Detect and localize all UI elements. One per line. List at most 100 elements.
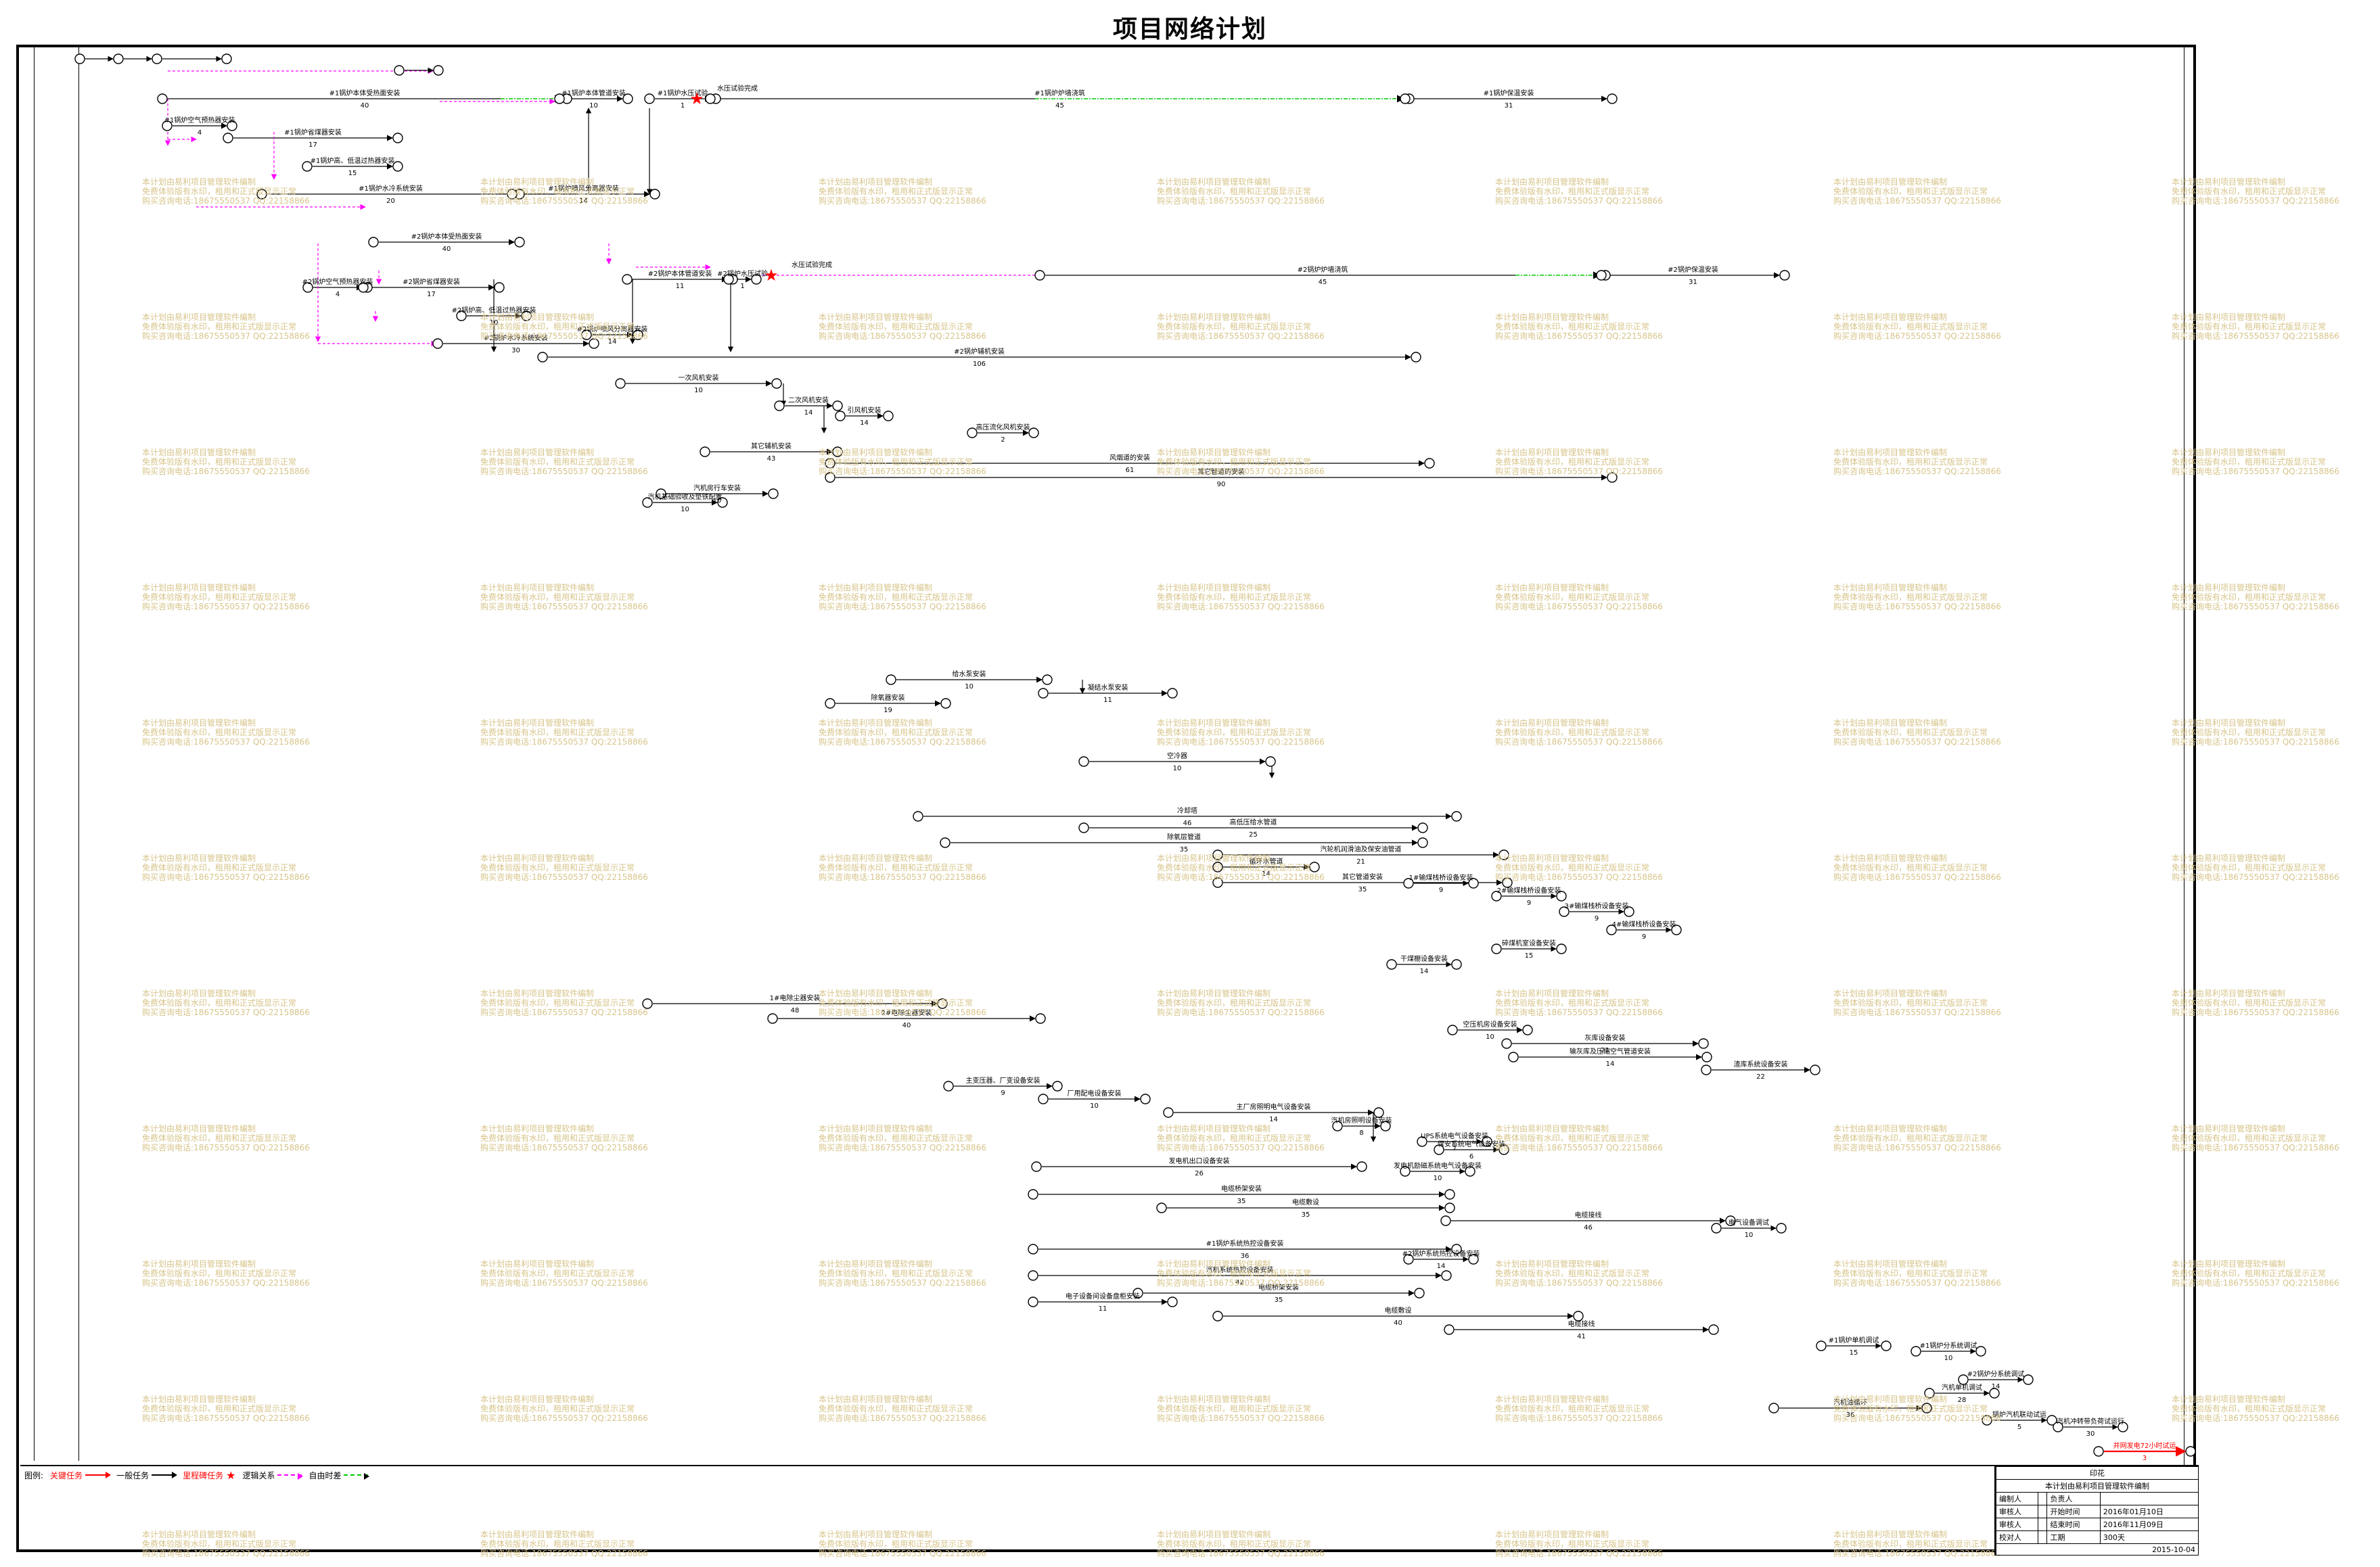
star-icon: ★ [764,266,779,285]
task-label: 电缆桥架安装 [1221,1184,1262,1193]
event-node [162,120,173,131]
task-label: 干煤棚设备安装 [1400,954,1448,963]
legend-logic-line [277,1473,304,1480]
event-node [1414,1288,1425,1299]
event-node [1556,891,1567,902]
legend-critical-label: 关键任务 [50,1470,83,1480]
event-node [1606,925,1617,935]
task-label: #1锅炉炉墙浇筑 [1034,89,1085,97]
event-node [221,53,232,64]
task-label: #1锅炉系统热控设备安装 [1206,1239,1284,1248]
task-label: #1锅炉单机调试 [1829,1336,1879,1344]
event-node [1607,472,1618,483]
event-node [1701,1052,1712,1062]
event-node [521,310,532,321]
task-label: 锅炉汽机联动试运 [1992,1410,2046,1419]
task-label: 电缆敷设 [1292,1198,1319,1207]
event-node [1444,1189,1455,1200]
task-label: 3#输煤栈桥设备安装 [1565,902,1629,910]
task-duration: 2 [1001,436,1005,444]
task-duration: 35 [1302,1211,1310,1219]
event-node [767,1013,778,1024]
event-node [1491,943,1502,954]
info-key: 工期 [2046,1530,2101,1544]
task-label: 高低压给水管道 [1230,818,1277,826]
task-duration: 40 [902,1022,911,1029]
task-label: 2#输煤栈桥设备安装 [1497,886,1561,895]
task-duration: 42 [1235,1279,1244,1286]
info-value: 2016年01月10日 [2099,1505,2199,1518]
event-node [1078,756,1089,767]
info-key: 编制人 [1995,1492,2039,1505]
task-duration: 10 [490,319,499,327]
task-label: #1锅炉喷风分离器安装 [548,184,619,193]
frame-divider-left [34,47,35,1461]
event-node [825,458,836,469]
event-node [1212,849,1223,860]
event-node [514,237,525,248]
task-label: #2锅炉水冷系统安装 [484,333,548,342]
task-label: UPS系统电气设备安装 [1421,1131,1488,1140]
task-duration: 10 [1745,1232,1754,1239]
event-node [1444,1324,1455,1335]
task-duration: 11 [676,283,685,290]
task-duration: 9 [1642,933,1646,941]
task-duration: 28 [1958,1397,1967,1404]
task-duration: 4 [198,129,202,137]
legend-logic: 逻辑关系 [242,1470,304,1481]
event-node [1028,1296,1038,1307]
event-node [1725,1215,1736,1226]
event-node [1556,943,1567,954]
event-node [913,811,923,822]
event-node [1451,811,1462,822]
event-node [1309,862,1320,872]
event-node [1444,1202,1455,1213]
event-node [825,698,836,709]
event-node [157,93,168,104]
event-node [1708,1324,1719,1335]
task-label: 循环水管道 [1250,857,1283,866]
task-duration: 35 [1358,886,1367,893]
task-duration: 9 [1001,1090,1005,1097]
legend-label: 图例: [24,1470,44,1480]
task-duration: 61 [1126,467,1135,474]
task-label: #1锅炉分系统调试 [1920,1341,1977,1350]
event-node [642,998,653,1009]
event-node [883,411,894,421]
star-icon: ★ [689,89,704,108]
event-node [2023,1374,2034,1385]
task-label: #1锅炉空气预热器安装 [164,116,235,124]
event-node [1508,1052,1519,1062]
event-node [1502,877,1513,888]
event-node [1440,1215,1451,1226]
event-node [642,497,653,508]
event-node [589,338,599,349]
event-node [940,837,951,848]
event-node [1400,93,1411,104]
event-node [1042,674,1053,685]
info-value [2038,1530,2048,1544]
event-node [1468,878,1479,889]
event-node [832,446,843,457]
task-duration: 1 [740,283,744,290]
task-duration: 10 [965,683,974,691]
task-duration: 8 [1359,1129,1363,1137]
task-label: #2锅炉本体管道安装 [648,269,712,278]
task-label: 电缆接线 [1568,1319,1595,1328]
task-label: 除氧层管道 [1167,833,1201,841]
event-node [227,120,237,131]
event-node [302,282,313,293]
task-label: 空压机房设备安装 [1463,1020,1517,1029]
event-node [937,998,948,1009]
event-node [1052,1081,1063,1092]
task-duration: 30 [511,347,520,354]
event-node [825,472,836,483]
event-node [1078,822,1089,833]
event-node [1910,1346,1921,1357]
event-node [152,53,162,64]
event-node [1028,1189,1038,1200]
info-key: 开始时间 [2046,1505,2101,1518]
task-label: 电子设备间设备盘柜安装 [1066,1292,1140,1301]
task-label: 给水泵安装 [953,670,986,678]
event-node [1881,1340,1892,1351]
